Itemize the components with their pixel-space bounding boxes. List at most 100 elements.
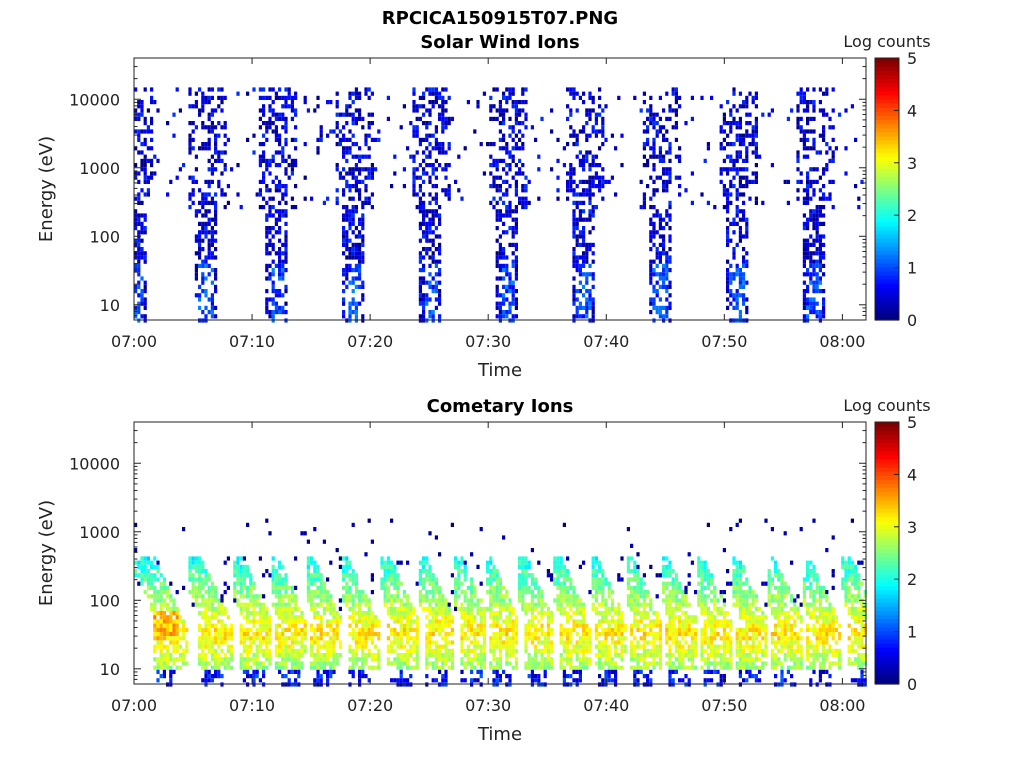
- heatmap-cell: [166, 590, 170, 595]
- heatmap-cell: [562, 577, 566, 582]
- heatmap-cell: [198, 564, 202, 569]
- heatmap-cell: [655, 247, 659, 252]
- heatmap-cell: [354, 632, 358, 637]
- heatmap-cell: [278, 184, 282, 189]
- heatmap-cell: [236, 564, 240, 569]
- heatmap-cell: [268, 205, 272, 210]
- heatmap-cell: [799, 116, 803, 121]
- heatmap-cell: [796, 150, 800, 155]
- heatmap-cell: [217, 619, 221, 624]
- heatmap-cell: [166, 594, 170, 599]
- heatmap-cell: [719, 125, 723, 130]
- heatmap-cell: [278, 644, 282, 649]
- heatmap-cell: [182, 627, 186, 632]
- heatmap-cell: [601, 133, 605, 138]
- heatmap-cell: [415, 116, 419, 121]
- heatmap-cell: [598, 184, 602, 189]
- heatmap-cell: [598, 175, 602, 180]
- heatmap-cell: [594, 154, 598, 159]
- colorbar-segment: [875, 139, 899, 145]
- heatmap-cell: [751, 95, 755, 100]
- heatmap-cell: [255, 661, 259, 666]
- panel-solar-wind: Solar Wind Ions 07:00 07:10 07:20 07:30 07:4…: [36, 32, 931, 381]
- heatmap-cell: [518, 100, 522, 105]
- heatmap-cell: [345, 594, 349, 599]
- heatmap-cell: [361, 242, 365, 247]
- heatmap-cell: [329, 648, 333, 653]
- heatmap-cell: [380, 581, 384, 586]
- heatmap-cell: [524, 205, 528, 210]
- heatmap-cell: [802, 293, 806, 298]
- heatmap-cell: [281, 606, 285, 611]
- heatmap-cell: [326, 657, 330, 662]
- heatmap-cell: [738, 217, 742, 222]
- heatmap-cell: [281, 644, 285, 649]
- heatmap-cell: [642, 154, 646, 159]
- heatmap-cell: [338, 137, 342, 142]
- heatmap-cell: [431, 640, 435, 645]
- heatmap-cell: [188, 137, 192, 142]
- heatmap-cell: [524, 661, 528, 666]
- heatmap-cell: [345, 598, 349, 603]
- heatmap-cell: [217, 627, 221, 632]
- heatmap-cell: [540, 594, 544, 599]
- heatmap-cell: [281, 627, 285, 632]
- heatmap-cell: [492, 640, 496, 645]
- heatmap-cell: [610, 133, 614, 138]
- heatmap-cell: [351, 674, 355, 679]
- heatmap-cell: [262, 121, 266, 126]
- heatmap-cell: [370, 121, 374, 126]
- heatmap-cell: [614, 146, 618, 151]
- heatmap-cell: [207, 661, 211, 666]
- heatmap-cell: [502, 116, 506, 121]
- heatmap-cell: [569, 606, 573, 611]
- heatmap-cell: [582, 627, 586, 632]
- heatmap-cell: [652, 259, 656, 264]
- heatmap-cell: [578, 674, 582, 679]
- heatmap-cell: [300, 636, 304, 641]
- heatmap-cell: [482, 632, 486, 637]
- heatmap-cell: [438, 221, 442, 226]
- heatmap-cell: [806, 255, 810, 260]
- heatmap-cell: [812, 310, 816, 315]
- y-tick-label: 1000: [79, 159, 120, 178]
- heatmap-cell: [585, 188, 589, 193]
- heatmap-cell: [412, 640, 416, 645]
- heatmap-cell: [220, 125, 224, 130]
- heatmap-cell: [351, 657, 355, 662]
- heatmap-cell: [194, 209, 198, 214]
- heatmap-cell: [652, 305, 656, 310]
- heatmap-cell: [271, 280, 275, 285]
- heatmap-cell: [316, 573, 320, 578]
- heatmap-cell: [338, 171, 342, 176]
- heatmap-cell: [482, 640, 486, 645]
- heatmap-cell: [815, 234, 819, 239]
- heatmap-cell: [284, 310, 288, 315]
- heatmap-cell: [198, 636, 202, 641]
- heatmap-cell: [732, 87, 736, 92]
- heatmap-cell: [358, 196, 362, 201]
- heatmap-cell: [422, 577, 426, 582]
- heatmap-cell: [396, 644, 400, 649]
- heatmap-cell: [316, 627, 320, 632]
- heatmap-cell: [425, 598, 429, 603]
- heatmap-cell: [242, 585, 246, 590]
- heatmap-cell: [281, 611, 285, 616]
- heatmap-cell: [498, 585, 502, 590]
- heatmap-cell: [649, 108, 653, 113]
- heatmap-cell: [210, 606, 214, 611]
- heatmap-cell: [370, 619, 374, 624]
- heatmap-cell: [444, 87, 448, 92]
- heatmap-cell: [198, 188, 202, 193]
- heatmap-cell: [514, 205, 518, 210]
- heatmap-cell: [374, 653, 378, 658]
- heatmap-cell: [153, 648, 157, 653]
- heatmap-cell: [281, 116, 285, 121]
- heatmap-cell: [390, 602, 394, 607]
- heatmap-cell: [511, 619, 515, 624]
- colorbar-segment: [875, 197, 899, 202]
- heatmap-cell: [492, 158, 496, 163]
- heatmap-cell: [386, 590, 390, 595]
- heatmap-cell: [271, 289, 275, 294]
- heatmap-cell: [492, 678, 496, 683]
